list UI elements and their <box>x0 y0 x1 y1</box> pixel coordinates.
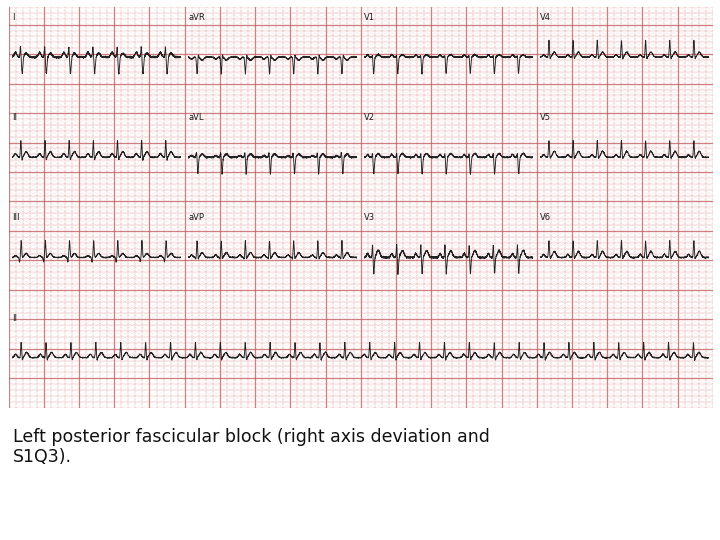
Text: II: II <box>12 113 17 122</box>
Text: V1: V1 <box>364 13 375 22</box>
Text: aVR: aVR <box>188 13 205 22</box>
Text: V3: V3 <box>364 213 375 222</box>
Text: V2: V2 <box>364 113 375 122</box>
Text: Left posterior fascicular block (right axis deviation and
S1Q3).: Left posterior fascicular block (right a… <box>13 428 490 467</box>
Text: V4: V4 <box>540 13 552 22</box>
Text: V5: V5 <box>540 113 552 122</box>
Text: aVL: aVL <box>188 113 204 122</box>
Text: II: II <box>12 314 17 322</box>
Text: V6: V6 <box>540 213 552 222</box>
Text: I: I <box>12 13 14 22</box>
Text: III: III <box>12 213 19 222</box>
Text: aVP: aVP <box>188 213 204 222</box>
